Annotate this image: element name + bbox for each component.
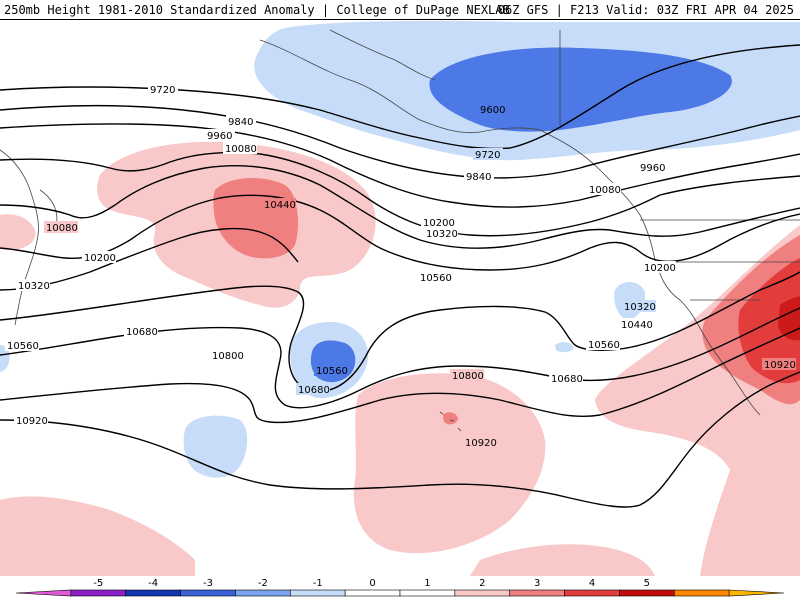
pos-anomaly-west-coast-strong bbox=[738, 258, 800, 384]
colorbar-segment bbox=[70, 589, 127, 597]
colorbar-segment bbox=[728, 589, 785, 597]
contour-label: 10320 bbox=[624, 302, 656, 313]
colorbar-segment bbox=[235, 589, 291, 597]
colorbar-tick-label: -5 bbox=[93, 578, 103, 589]
colorbar-segment bbox=[509, 589, 565, 597]
contour-label: 10320 bbox=[18, 281, 50, 292]
contour-labels: 9720 9840 9960 10080 10440 10080 10200 1… bbox=[5, 83, 796, 449]
contour-label: 9960 bbox=[640, 163, 665, 174]
contour-label: 10800 bbox=[212, 351, 244, 362]
contour-label: 9720 bbox=[150, 85, 175, 96]
contour-label: 10440 bbox=[621, 320, 653, 331]
pos-anomaly-west-coast-dark bbox=[778, 296, 800, 341]
pos-anomaly-hawaii-dot bbox=[443, 412, 458, 425]
colorbar: -5 -4 -3 -2 -1 0 1 2 3 4 5 bbox=[0, 576, 800, 600]
contour-label: 10200 bbox=[644, 263, 676, 274]
colorbar-segment bbox=[454, 589, 511, 597]
contour-label: 10080 bbox=[46, 223, 78, 234]
neg-anomaly-west-edge bbox=[0, 345, 10, 372]
colorbar-segment bbox=[180, 589, 236, 597]
contour-label: 10560 bbox=[420, 273, 452, 284]
contour-label: 10200 bbox=[423, 218, 455, 229]
colorbar-segment bbox=[289, 589, 346, 597]
contour-label: 10200 bbox=[84, 253, 116, 264]
pos-anomaly-south-light bbox=[470, 544, 655, 576]
neg-anomaly-baja bbox=[555, 342, 574, 353]
contour-label: 10680 bbox=[126, 327, 158, 338]
colorbar-tick-label: 4 bbox=[589, 578, 595, 589]
pos-anomaly-hawaii-light bbox=[353, 373, 546, 554]
contour-label: 10440 bbox=[264, 200, 296, 211]
colorbar-segment bbox=[619, 589, 675, 597]
colorbar-tick-label: 1 bbox=[424, 578, 430, 589]
contour-label: 10080 bbox=[225, 144, 257, 155]
contour-label: 10680 bbox=[298, 385, 330, 396]
contour-label: 9720 bbox=[475, 150, 500, 161]
contour-label: 10320 bbox=[426, 229, 458, 240]
colorbar-tick-label: -3 bbox=[203, 578, 213, 589]
map-title: 250mb Height 1981-2010 Standardized Anom… bbox=[4, 3, 510, 17]
colorbar-segment bbox=[125, 589, 181, 597]
contour-label: 9600 bbox=[480, 105, 505, 116]
contour-label: 10800 bbox=[452, 371, 484, 382]
colorbar-tick-label: 5 bbox=[644, 578, 650, 589]
colorbar-tick-label: -4 bbox=[148, 578, 158, 589]
model-run-info: 06Z GFS | F213 Valid: 03Z FRI APR 04 202… bbox=[497, 3, 794, 17]
contour-label: 9840 bbox=[466, 172, 491, 183]
contour-label: 9840 bbox=[228, 117, 253, 128]
contour-label: 10560 bbox=[7, 341, 39, 352]
colorbar-segment bbox=[673, 589, 730, 597]
contour-label: 10920 bbox=[465, 438, 497, 449]
colorbar-tick-label: 2 bbox=[479, 578, 485, 589]
colorbar-scale: -5 -4 -3 -2 -1 0 1 2 3 4 5 bbox=[15, 578, 785, 597]
colorbar-segment bbox=[15, 589, 72, 597]
colorbar-tick-label: -1 bbox=[313, 578, 323, 589]
colorbar-segment bbox=[399, 589, 456, 597]
contour-label: 10080 bbox=[589, 185, 621, 196]
contour-label: 10560 bbox=[316, 366, 348, 377]
map-panel: 9720 9840 9960 10080 10440 10080 10200 1… bbox=[0, 20, 800, 576]
contour-label: 10920 bbox=[764, 360, 796, 371]
colorbar-segment bbox=[344, 589, 401, 597]
contour-label: 10920 bbox=[16, 416, 48, 427]
pos-anomaly-southwest-light bbox=[0, 496, 195, 576]
colorbar-segment bbox=[564, 589, 620, 597]
colorbar-tick-label: 3 bbox=[534, 578, 540, 589]
title-bar: 250mb Height 1981-2010 Standardized Anom… bbox=[0, 0, 800, 20]
contour-label: 9960 bbox=[207, 131, 232, 142]
contour-label: 10680 bbox=[551, 374, 583, 385]
pos-anomaly-japan-light bbox=[0, 214, 36, 250]
anomaly-map: 9720 9840 9960 10080 10440 10080 10200 1… bbox=[0, 20, 800, 576]
colorbar-tick-label: 0 bbox=[369, 578, 375, 589]
contour-label: 10560 bbox=[588, 340, 620, 351]
colorbar-tick-label: -2 bbox=[258, 578, 268, 589]
